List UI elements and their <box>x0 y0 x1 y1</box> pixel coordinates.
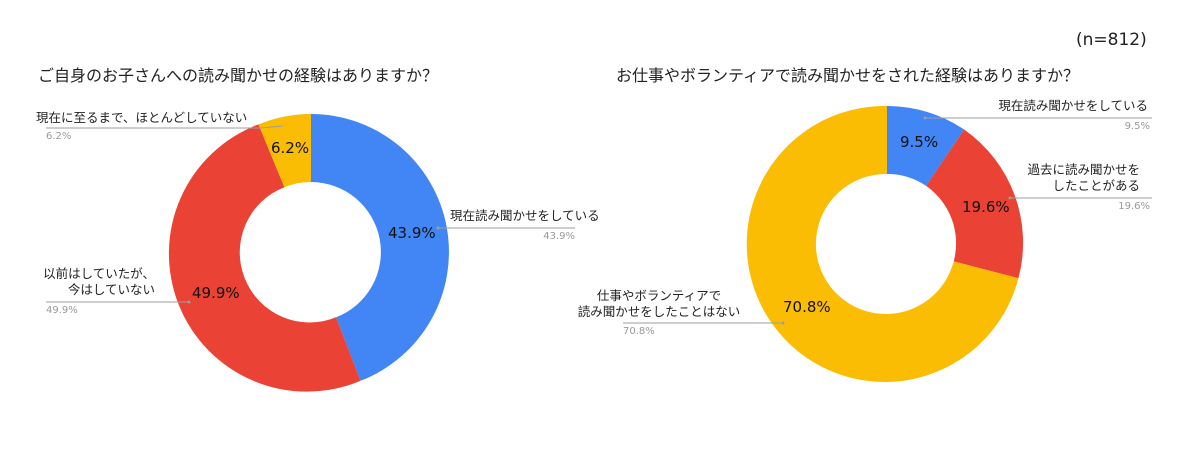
slice-label: 以前はしていたが、 <box>43 266 155 281</box>
slice-value: 49.9% <box>192 284 240 302</box>
slice-current[interactable] <box>887 105 965 186</box>
chart-1-title: ご自身のお子さんへの読み聞かせの経験はありますか？ <box>38 66 439 85</box>
slice-label: 現在に至るまで、ほとんどしていない <box>36 110 247 125</box>
slice-label: したことがある <box>1052 178 1140 193</box>
slice-value: 9.5% <box>900 133 938 151</box>
chart-2-title: お仕事やボランティアで読み聞かせをされた経験はありますか？ <box>616 66 1080 85</box>
slice-value: 43.9% <box>388 224 436 242</box>
slice-sub-value: 9.5% <box>1125 121 1150 132</box>
slice-label: 今はしていない <box>68 282 155 297</box>
slice-label: 現在読み聞かせをしている <box>450 208 600 223</box>
slice-sub-value: 43.9% <box>543 231 575 242</box>
slice-value: 70.8% <box>783 298 831 316</box>
slice-label: 仕事やボランティアで <box>597 288 721 303</box>
slice-current[interactable] <box>311 114 449 381</box>
slice-never[interactable] <box>258 114 312 188</box>
donut-chart-2: 9.5% 19.6% 70.8% 現在読み聞かせをしている 9.5% 過去に読み… <box>578 98 1152 382</box>
slice-previously[interactable] <box>168 124 361 392</box>
slice-value: 19.6% <box>962 198 1010 216</box>
slice-label: 読み聞かせをしたことはない <box>578 304 741 319</box>
slice-value: 6.2% <box>271 139 309 157</box>
sample-size-label: (n=812) <box>1076 30 1147 50</box>
slice-sub-value: 49.9% <box>46 305 78 316</box>
slice-sub-value: 6.2% <box>46 131 71 142</box>
donut-chart-1: 43.9% 49.9% 6.2% 現在読み聞かせをしている 43.9% 以前はし… <box>36 110 600 392</box>
slice-sub-value: 19.6% <box>1118 201 1150 212</box>
slice-sub-value: 70.8% <box>623 326 655 337</box>
slice-label: 過去に読み聞かせを <box>1027 162 1140 177</box>
slice-past[interactable] <box>926 129 1024 279</box>
slice-never[interactable] <box>746 105 1019 382</box>
slice-label: 現在読み聞かせをしている <box>998 98 1148 113</box>
